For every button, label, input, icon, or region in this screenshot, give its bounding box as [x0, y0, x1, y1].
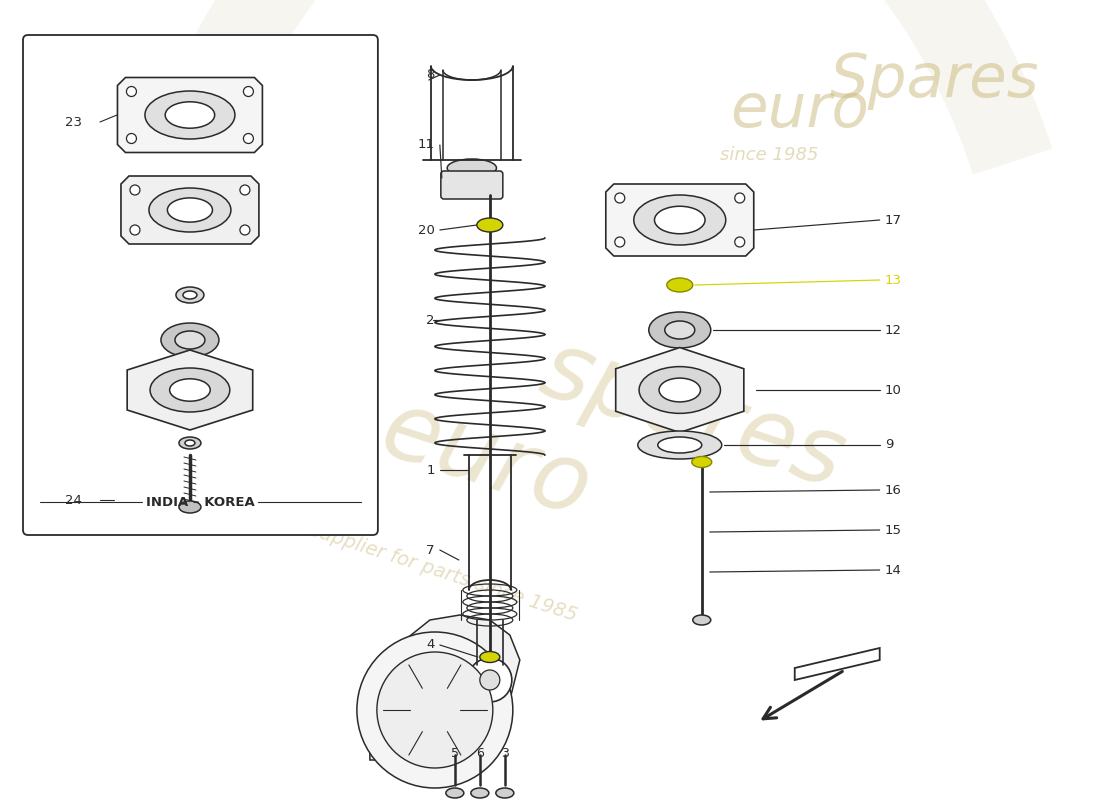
Text: 13: 13	[884, 274, 902, 286]
Text: 9: 9	[884, 438, 893, 451]
Ellipse shape	[185, 440, 195, 446]
Text: 20: 20	[418, 223, 434, 237]
Ellipse shape	[145, 91, 235, 139]
Ellipse shape	[667, 278, 693, 292]
Circle shape	[615, 193, 625, 203]
Ellipse shape	[448, 159, 496, 177]
Circle shape	[735, 193, 745, 203]
Text: 14: 14	[884, 563, 902, 577]
Ellipse shape	[175, 331, 205, 349]
Text: INDIA – KOREA: INDIA – KOREA	[146, 495, 255, 509]
Polygon shape	[616, 347, 744, 433]
Ellipse shape	[476, 218, 503, 232]
Text: 2: 2	[427, 314, 434, 326]
Circle shape	[377, 652, 493, 768]
Ellipse shape	[169, 379, 210, 402]
Ellipse shape	[654, 206, 705, 234]
Circle shape	[480, 670, 499, 690]
Text: 11: 11	[418, 138, 434, 151]
Ellipse shape	[693, 615, 711, 625]
Circle shape	[615, 237, 625, 247]
Ellipse shape	[161, 323, 219, 357]
Circle shape	[240, 185, 250, 195]
Text: euro: euro	[370, 383, 602, 537]
FancyBboxPatch shape	[23, 35, 378, 535]
Text: 3: 3	[500, 747, 509, 760]
Text: 24: 24	[65, 494, 81, 506]
Circle shape	[356, 632, 513, 788]
Polygon shape	[370, 615, 520, 760]
Text: 17: 17	[884, 214, 902, 226]
Text: since 1985: since 1985	[719, 146, 818, 164]
Ellipse shape	[496, 788, 514, 798]
Ellipse shape	[179, 501, 201, 513]
Circle shape	[240, 225, 250, 235]
FancyBboxPatch shape	[441, 171, 503, 199]
Ellipse shape	[148, 188, 231, 232]
Circle shape	[126, 86, 136, 97]
Ellipse shape	[659, 378, 701, 402]
Polygon shape	[606, 184, 754, 256]
Circle shape	[243, 134, 253, 143]
Ellipse shape	[649, 312, 711, 348]
Ellipse shape	[179, 437, 201, 449]
Circle shape	[130, 185, 140, 195]
Ellipse shape	[664, 321, 695, 339]
Text: 15: 15	[884, 523, 902, 537]
Polygon shape	[118, 78, 263, 153]
Circle shape	[468, 658, 512, 702]
Text: 12: 12	[884, 323, 902, 337]
Text: 5: 5	[451, 747, 459, 760]
Text: 23: 23	[65, 115, 82, 129]
Ellipse shape	[480, 651, 499, 662]
Polygon shape	[121, 176, 258, 244]
Text: Spares: Spares	[829, 50, 1040, 110]
Polygon shape	[128, 350, 253, 430]
Text: 16: 16	[884, 483, 902, 497]
Ellipse shape	[639, 366, 720, 414]
Text: 4: 4	[427, 638, 434, 651]
Circle shape	[130, 225, 140, 235]
Text: 7: 7	[427, 543, 434, 557]
Text: spares: spares	[530, 323, 856, 506]
Ellipse shape	[658, 437, 702, 453]
Circle shape	[126, 134, 136, 143]
Circle shape	[735, 237, 745, 247]
Ellipse shape	[176, 287, 204, 303]
Ellipse shape	[634, 195, 726, 245]
Text: 10: 10	[884, 383, 902, 397]
Ellipse shape	[638, 431, 722, 459]
Text: 8: 8	[427, 69, 434, 82]
Ellipse shape	[165, 102, 214, 128]
Text: a supplier for parts since 1985: a supplier for parts since 1985	[290, 515, 580, 625]
Ellipse shape	[471, 788, 488, 798]
Ellipse shape	[183, 291, 197, 299]
Ellipse shape	[692, 457, 712, 467]
Ellipse shape	[167, 198, 212, 222]
Text: 1: 1	[427, 463, 434, 477]
Text: euro: euro	[729, 81, 869, 139]
Ellipse shape	[150, 368, 230, 412]
Circle shape	[243, 86, 253, 97]
Text: 6: 6	[476, 747, 484, 760]
Ellipse shape	[446, 788, 464, 798]
